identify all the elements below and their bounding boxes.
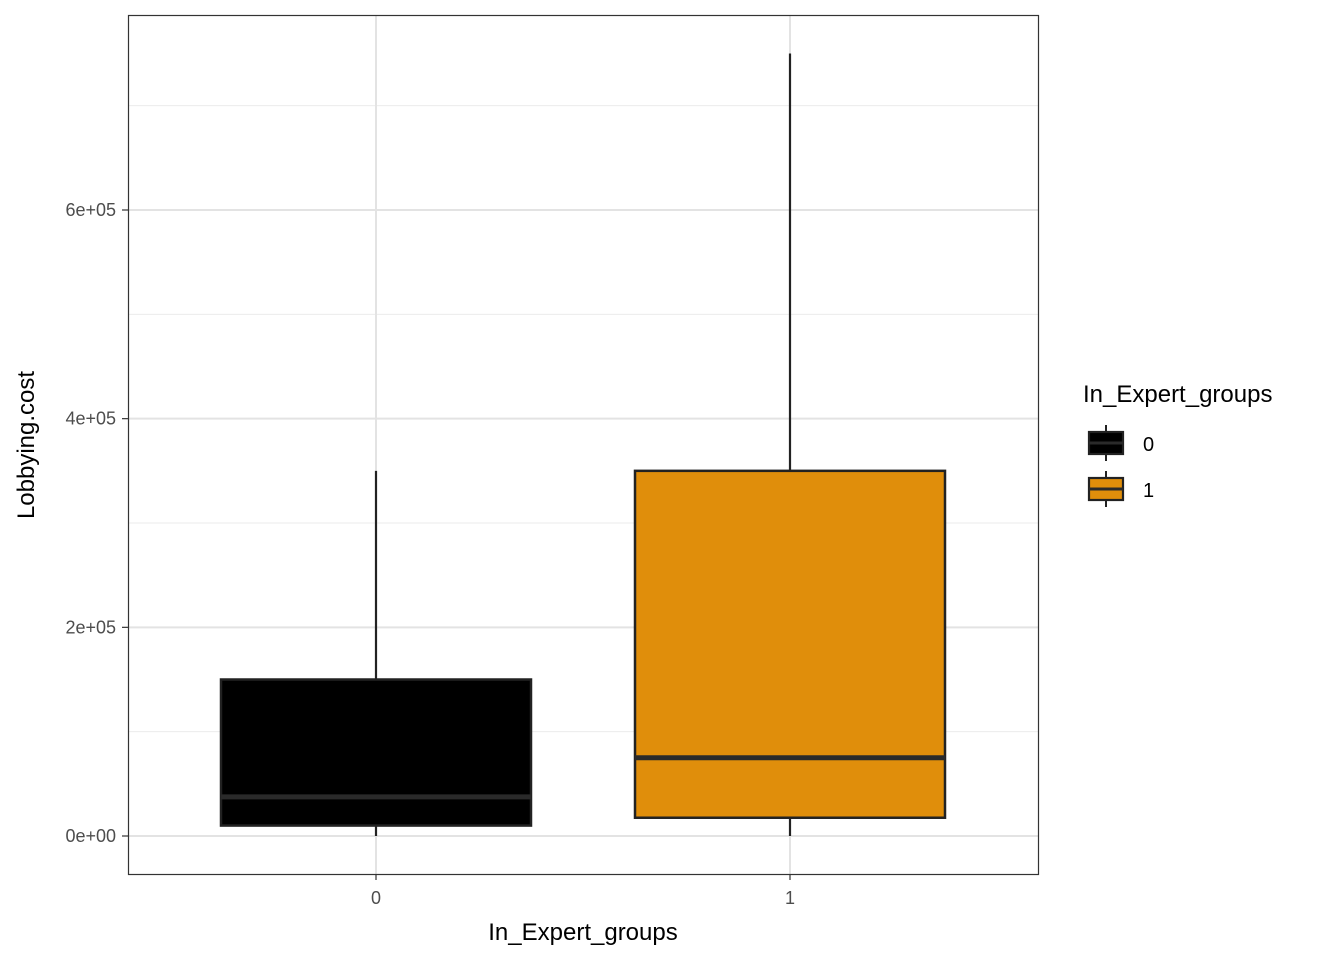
y-tick-label: 4e+05	[65, 409, 116, 429]
y-tick-label: 2e+05	[65, 617, 116, 637]
y-tick-label: 6e+05	[65, 200, 116, 220]
y-axis: 0e+00 2e+05 4e+05 6e+05	[65, 200, 128, 846]
legend-label: 1	[1143, 480, 1154, 502]
box-1	[633, 53, 947, 836]
y-tick-label: 0e+00	[65, 826, 116, 846]
legend-entry-0: 0	[1087, 425, 1154, 461]
y-axis-title: Lobbying.cost	[13, 371, 40, 519]
box-0	[219, 470, 533, 836]
legend-entry-1: 1	[1087, 471, 1154, 507]
legend-title: In_Expert_groups	[1083, 381, 1272, 408]
legend: In_Expert_groups 0 1	[1083, 381, 1272, 507]
box-body	[633, 469, 947, 819]
x-tick-label: 1	[785, 888, 795, 908]
plot-panel-border	[127, 14, 1040, 876]
box-body	[219, 678, 533, 827]
boxes	[219, 53, 947, 836]
legend-label: 0	[1143, 434, 1154, 456]
x-axis-title: In_Expert_groups	[488, 919, 677, 946]
x-tick-label: 0	[371, 888, 381, 908]
